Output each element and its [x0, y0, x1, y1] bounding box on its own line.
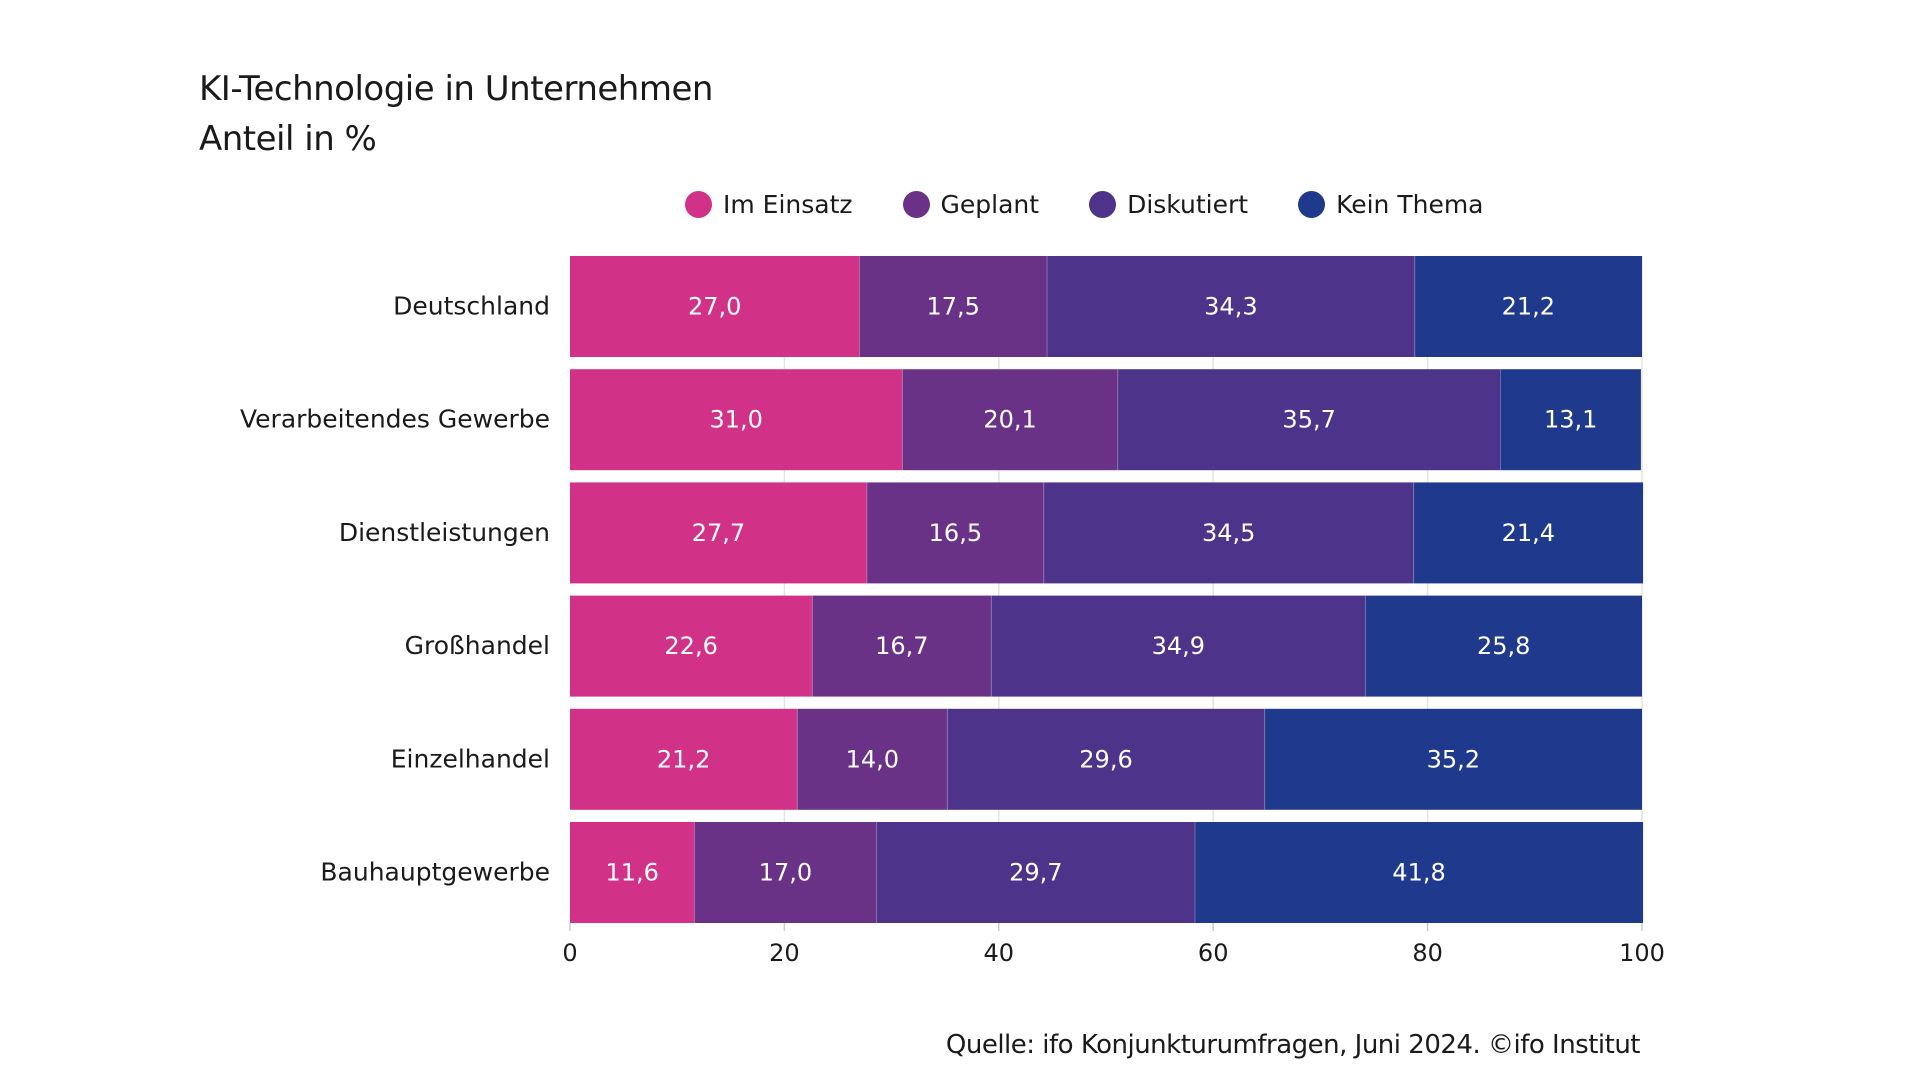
bar-verarbeitendes-gewerbe-kein-thema: [1500, 369, 1641, 471]
category-label: Großhandel: [405, 631, 550, 660]
data-label: 25,8: [1477, 632, 1530, 660]
legend: Im Einsatz Geplant Diskutiert Kein Thema: [685, 190, 1534, 219]
data-label: 34,5: [1202, 519, 1255, 547]
data-label: 29,7: [1009, 859, 1062, 887]
data-label: 21,2: [1502, 293, 1555, 321]
bar-bauhauptgewerbe-geplant: [694, 822, 877, 923]
tick-label: 80: [1412, 939, 1443, 967]
chart-title-block: KI-Technologie in Unternehmen Anteil in …: [199, 64, 713, 164]
data-label: 16,5: [929, 519, 982, 547]
bar-verarbeitendes-gewerbe-geplant: [902, 369, 1118, 471]
bar-dienstleistungen-diskutiert: [1043, 482, 1414, 584]
legend-item-geplant: Geplant: [902, 190, 1040, 219]
tick-label: 60: [1198, 939, 1229, 967]
legend-item-diskutiert: Diskutiert: [1089, 190, 1248, 219]
data-label: 20,1: [983, 406, 1036, 434]
chart-title: KI-Technologie in Unternehmen: [199, 69, 713, 109]
data-label: 14,0: [846, 745, 899, 773]
bar-verarbeitendes-gewerbe-im-einsatz: [570, 369, 903, 471]
tick-label: 0: [562, 939, 577, 967]
data-label: 17,5: [927, 293, 980, 321]
tick-label: 40: [984, 939, 1015, 967]
bar-bauhauptgewerbe-im-einsatz: [570, 822, 695, 923]
data-label: 29,6: [1079, 745, 1132, 773]
bar-großhandel-geplant: [812, 595, 992, 697]
data-label: 35,2: [1427, 745, 1480, 773]
data-label: 34,3: [1204, 293, 1257, 321]
legend-swatch-kein-thema: [1298, 191, 1326, 218]
bar-großhandel-diskutiert: [991, 595, 1366, 697]
bar-bauhauptgewerbe-diskutiert: [876, 822, 1195, 923]
bar-deutschland-im-einsatz: [570, 256, 860, 357]
bar-dienstleistungen-kein-thema: [1413, 482, 1644, 584]
data-label: 13,1: [1544, 406, 1597, 434]
legend-label-im-einsatz: Im Einsatz: [723, 190, 853, 219]
bar-dienstleistungen-im-einsatz: [570, 482, 867, 584]
bar-deutschland-geplant: [859, 256, 1048, 357]
data-label: 35,7: [1282, 406, 1335, 434]
category-label: Dienstleistungen: [339, 518, 550, 547]
legend-swatch-geplant: [902, 191, 930, 218]
category-label: Einzelhandel: [391, 744, 550, 773]
data-label: 31,0: [709, 406, 762, 434]
legend-label-kein-thema: Kein Thema: [1336, 190, 1484, 219]
bar-einzelhandel-diskutiert: [947, 708, 1265, 810]
bar-deutschland-kein-thema: [1414, 256, 1642, 357]
data-label: 22,6: [664, 632, 717, 660]
bar-einzelhandel-geplant: [797, 708, 948, 810]
bar-einzelhandel-kein-thema: [1264, 708, 1642, 810]
legend-swatch-diskutiert: [1089, 191, 1117, 218]
bar-deutschland-diskutiert: [1047, 256, 1415, 357]
source-note: Quelle: ifo Konjunkturumfragen, Juni 202…: [945, 1030, 1641, 1060]
category-label: Verarbeitendes Gewerbe: [240, 405, 550, 434]
data-label: 27,0: [688, 293, 741, 321]
legend-item-im-einsatz: Im Einsatz: [685, 190, 853, 219]
bar-bauhauptgewerbe-kein-thema: [1194, 822, 1644, 923]
bar-dienstleistungen-geplant: [866, 482, 1044, 584]
data-label: 21,2: [657, 745, 710, 773]
bar-verarbeitendes-gewerbe-diskutiert: [1117, 369, 1501, 471]
bar-großhandel-im-einsatz: [570, 595, 813, 697]
data-label: 27,7: [692, 519, 745, 547]
bar-großhandel-kein-thema: [1365, 595, 1642, 697]
data-label: 21,4: [1502, 519, 1555, 547]
tick-label: 100: [1619, 939, 1665, 967]
data-label: 34,9: [1152, 632, 1205, 660]
legend-label-geplant: Geplant: [940, 190, 1040, 219]
data-label: 16,7: [875, 632, 928, 660]
legend-swatch-im-einsatz: [685, 191, 712, 218]
data-label: 11,6: [605, 859, 658, 887]
legend-item-kein-thema: Kein Thema: [1298, 190, 1484, 219]
chart-subtitle: Anteil in %: [199, 119, 377, 159]
category-label: Bauhauptgewerbe: [320, 858, 550, 887]
data-label: 41,8: [1392, 859, 1445, 887]
legend-label-diskutiert: Diskutiert: [1127, 190, 1249, 219]
tick-label: 20: [769, 939, 800, 967]
bar-einzelhandel-im-einsatz: [570, 708, 798, 810]
data-label: 17,0: [759, 859, 812, 887]
category-label: Deutschland: [393, 292, 550, 321]
